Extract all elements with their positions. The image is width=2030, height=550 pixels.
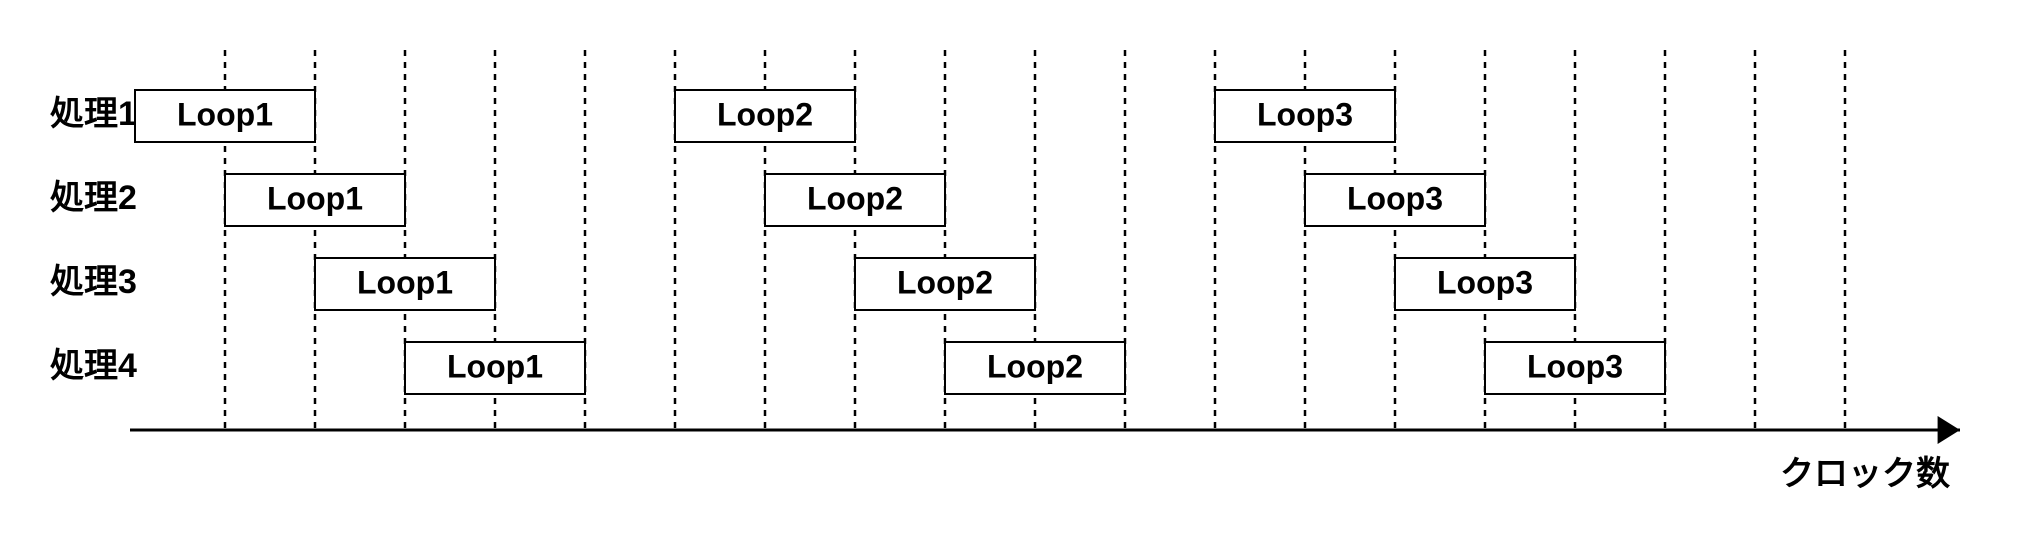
row-label: 処理1: [50, 95, 137, 133]
loop-box: Loop2: [855, 258, 1035, 310]
loop-box-label: Loop3: [1437, 264, 1533, 300]
loop-boxes: Loop1 Loop1 Loop1 Loop1 Loop2 Loop2 Loop2 Loop2…: [135, 90, 1665, 394]
axis-arrowhead: [1938, 416, 1960, 444]
loop-box-label: Loop1: [177, 96, 273, 132]
loop-box-label: Loop3: [1527, 348, 1623, 384]
loop-box: Loop1: [315, 258, 495, 310]
row-label: 処理3: [50, 263, 137, 301]
loop-box-label: Loop2: [987, 348, 1083, 384]
loop-box-label: Loop3: [1347, 180, 1443, 216]
loop-box: Loop1: [135, 90, 315, 142]
pipeline-timing-diagram: 処理1処理2処理3処理4Loop1Loop1Loop1Loop1Loop2Loo…: [0, 0, 2030, 550]
loop-box-label: Loop3: [1257, 96, 1353, 132]
row-label: 処理2: [50, 179, 137, 217]
x-axis: [130, 416, 1960, 444]
loop-box: Loop2: [765, 174, 945, 226]
loop-box-label: Loop1: [267, 180, 363, 216]
loop-box: Loop2: [675, 90, 855, 142]
loop-box: Loop2: [945, 342, 1125, 394]
axis-label: クロック数: [1780, 455, 1950, 493]
loop-box: Loop3: [1395, 258, 1575, 310]
loop-box-label: Loop1: [447, 348, 543, 384]
loop-box: Loop1: [405, 342, 585, 394]
row-label: 処理4: [50, 347, 137, 385]
row-labels: 処理1 処理2 処理3 処理4: [50, 95, 137, 385]
loop-box-label: Loop2: [717, 96, 813, 132]
loop-box: Loop3: [1305, 174, 1485, 226]
loop-box-label: Loop2: [897, 264, 993, 300]
loop-box-label: Loop2: [807, 180, 903, 216]
loop-box: Loop3: [1485, 342, 1665, 394]
loop-box: Loop3: [1215, 90, 1395, 142]
loop-box-label: Loop1: [357, 264, 453, 300]
loop-box: Loop1: [225, 174, 405, 226]
